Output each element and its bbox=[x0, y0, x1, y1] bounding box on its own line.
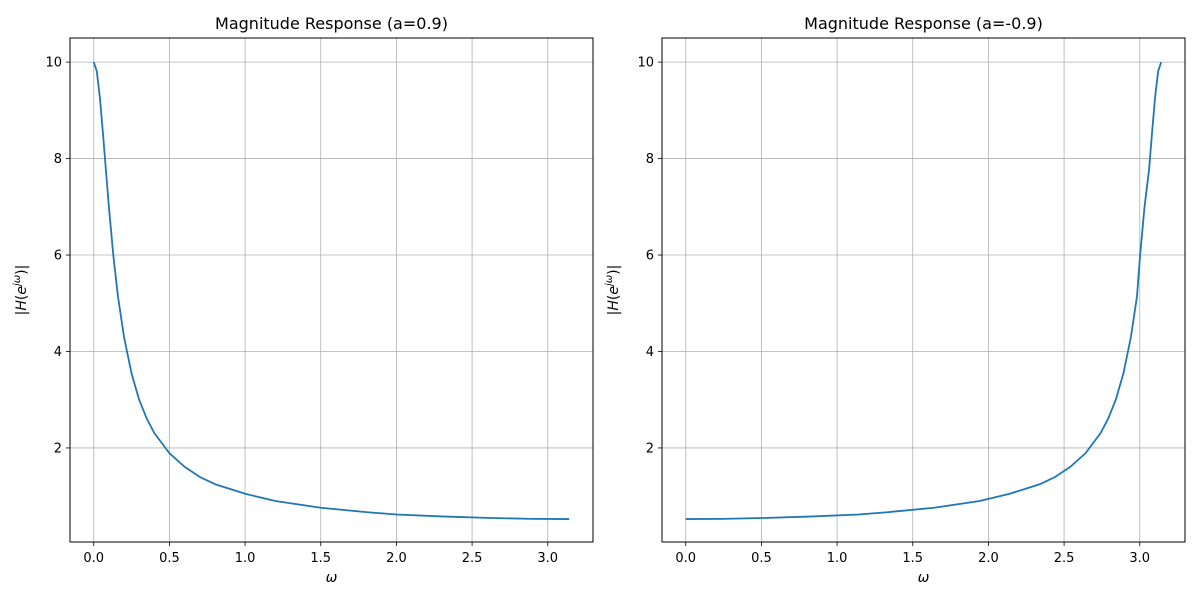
x-tick-label: 2.5 bbox=[462, 551, 483, 566]
series-line bbox=[685, 61, 1163, 520]
series-lines bbox=[92, 61, 570, 520]
x-axis-label: ω bbox=[326, 570, 338, 586]
x-tick-label: 0.0 bbox=[675, 551, 696, 566]
x-tick-label: 1.0 bbox=[235, 551, 256, 566]
y-tick-label: 4 bbox=[54, 345, 62, 360]
y-tick-label: 10 bbox=[637, 56, 654, 71]
x-tick-label: 0.5 bbox=[751, 551, 772, 566]
grid-lines bbox=[70, 38, 593, 542]
x-tick-label: 2.5 bbox=[1054, 551, 1075, 566]
y-tick-label: 6 bbox=[646, 249, 654, 264]
y-tick-label: 10 bbox=[45, 56, 62, 71]
x-tick-label: 0.0 bbox=[83, 551, 104, 566]
series-line bbox=[92, 61, 570, 520]
ticks: 0.0 0.5 1.0 1.5 2.0 2.5 3.0 2 4 6 8 10 bbox=[637, 56, 1150, 566]
x-tick-label: 2.0 bbox=[978, 551, 999, 566]
y-axis-label: |H(ejω)| bbox=[604, 265, 622, 316]
x-tick-label: 1.5 bbox=[902, 551, 923, 566]
y-tick-label: 4 bbox=[646, 345, 654, 360]
x-axis-label: ω bbox=[918, 570, 930, 586]
x-tick-label: 1.5 bbox=[310, 551, 331, 566]
x-tick-label: 3.0 bbox=[537, 551, 558, 566]
subplot-right: 0.0 0.5 1.0 1.5 2.0 2.5 3.0 2 4 6 8 10 Magnitude Re… bbox=[604, 14, 1186, 586]
subplot-left: 0.0 0.5 1.0 1.5 2.0 2.5 3.0 2 4 6 8 10 Magnitude Re… bbox=[12, 14, 594, 586]
plot-frame bbox=[69, 37, 594, 543]
x-tick-label: 0.5 bbox=[159, 551, 180, 566]
series-lines bbox=[685, 61, 1163, 520]
chart-title: Magnitude Response (a=-0.9) bbox=[804, 14, 1043, 33]
plot-frame bbox=[661, 37, 1186, 543]
x-tick-label: 3.0 bbox=[1129, 551, 1150, 566]
y-tick-label: 8 bbox=[646, 152, 654, 167]
ticks: 0.0 0.5 1.0 1.5 2.0 2.5 3.0 2 4 6 8 10 bbox=[45, 56, 558, 566]
y-tick-label: 2 bbox=[646, 441, 654, 456]
x-tick-label: 2.0 bbox=[386, 551, 407, 566]
y-tick-label: 6 bbox=[54, 249, 62, 264]
chart-title: Magnitude Response (a=0.9) bbox=[215, 14, 448, 33]
y-tick-label: 8 bbox=[54, 152, 62, 167]
x-tick-label: 1.0 bbox=[827, 551, 848, 566]
y-axis-label: |H(ejω)| bbox=[12, 265, 30, 316]
y-tick-label: 2 bbox=[54, 441, 62, 456]
grid-lines bbox=[662, 38, 1185, 542]
